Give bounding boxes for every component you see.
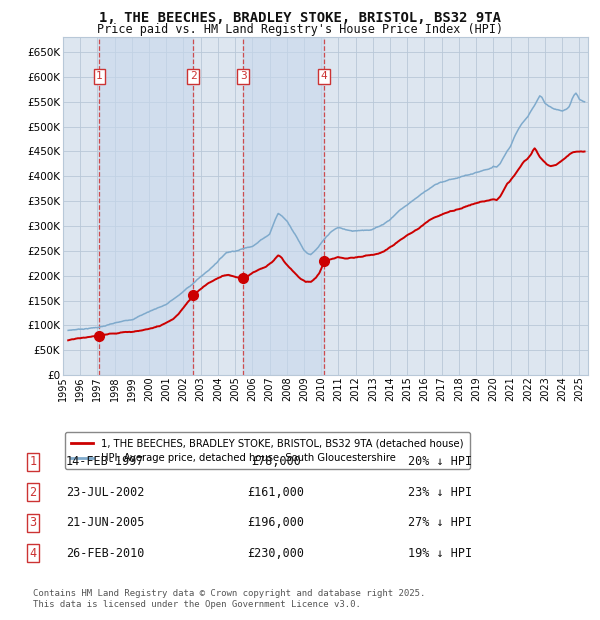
Text: 23-JUL-2002: 23-JUL-2002	[66, 486, 144, 498]
Text: £78,000: £78,000	[251, 456, 301, 468]
Text: 26-FEB-2010: 26-FEB-2010	[66, 547, 144, 559]
Text: 2: 2	[190, 71, 197, 81]
Text: 3: 3	[240, 71, 247, 81]
Text: 27% ↓ HPI: 27% ↓ HPI	[408, 516, 472, 529]
Text: 1: 1	[96, 71, 103, 81]
Text: Contains HM Land Registry data © Crown copyright and database right 2025.
This d: Contains HM Land Registry data © Crown c…	[33, 590, 425, 609]
Text: 1: 1	[29, 456, 37, 468]
Legend: 1, THE BEECHES, BRADLEY STOKE, BRISTOL, BS32 9TA (detached house), HPI: Average : 1, THE BEECHES, BRADLEY STOKE, BRISTOL, …	[65, 433, 470, 469]
Text: 4: 4	[320, 71, 327, 81]
Bar	[243, 37, 324, 375]
Text: 2: 2	[29, 486, 37, 498]
Text: 4: 4	[29, 547, 37, 559]
Text: 19% ↓ HPI: 19% ↓ HPI	[408, 547, 472, 559]
Text: £196,000: £196,000	[248, 516, 305, 529]
Text: 1, THE BEECHES, BRADLEY STOKE, BRISTOL, BS32 9TA: 1, THE BEECHES, BRADLEY STOKE, BRISTOL, …	[99, 11, 501, 25]
Text: 20% ↓ HPI: 20% ↓ HPI	[408, 456, 472, 468]
Text: Price paid vs. HM Land Registry's House Price Index (HPI): Price paid vs. HM Land Registry's House …	[97, 23, 503, 36]
Text: £161,000: £161,000	[248, 486, 305, 498]
Text: 21-JUN-2005: 21-JUN-2005	[66, 516, 144, 529]
Text: 23% ↓ HPI: 23% ↓ HPI	[408, 486, 472, 498]
Text: 3: 3	[29, 516, 37, 529]
Bar	[100, 37, 193, 375]
Text: 14-FEB-1997: 14-FEB-1997	[66, 456, 144, 468]
Text: £230,000: £230,000	[248, 547, 305, 559]
